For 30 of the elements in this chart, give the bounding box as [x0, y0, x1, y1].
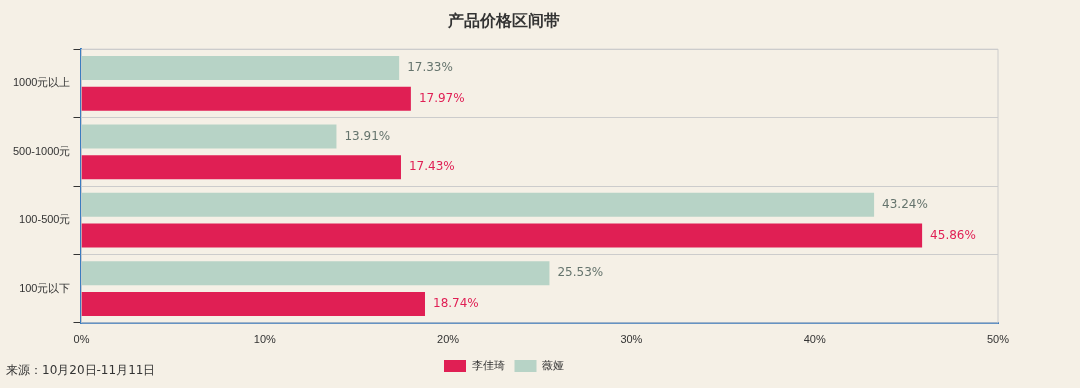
- data-label: 25.53%: [557, 265, 604, 280]
- x-tick-label: 40%: [803, 333, 826, 346]
- y-tick-label: 500-1000元: [12, 144, 71, 157]
- data-label: 13.91%: [344, 128, 391, 143]
- data-label: 43.24%: [882, 196, 928, 211]
- bar: [81, 155, 401, 180]
- x-tick-label: 20%: [437, 333, 460, 346]
- data-label: 18.74%: [433, 296, 479, 311]
- bar: [81, 223, 923, 248]
- x-tick-label: 30%: [620, 333, 643, 346]
- y-tick-label: 100元以下: [19, 281, 71, 294]
- source-note: 来源：10月20日-11月11日: [6, 362, 156, 379]
- chart-title: 产品价格区间带: [447, 12, 560, 30]
- legend-label: 李佳琦: [471, 359, 505, 372]
- data-label: 45.86%: [930, 227, 976, 242]
- x-tick-label: 0%: [73, 333, 90, 346]
- data-label: 17.97%: [418, 90, 465, 105]
- legend-label: 薇娅: [542, 359, 564, 372]
- bar: [81, 192, 875, 217]
- bar: [81, 291, 425, 316]
- bar: [81, 124, 337, 149]
- bar: [81, 56, 400, 81]
- y-tick-label: 1000元以上: [13, 76, 71, 89]
- data-label: 17.33%: [407, 60, 453, 75]
- data-label: 17.43%: [408, 159, 455, 174]
- bar: [81, 261, 550, 286]
- x-tick-label: 10%: [253, 333, 277, 346]
- y-tick-label: 100-500元: [19, 213, 71, 226]
- bar: [81, 86, 411, 111]
- x-tick-label: 50%: [986, 333, 1010, 346]
